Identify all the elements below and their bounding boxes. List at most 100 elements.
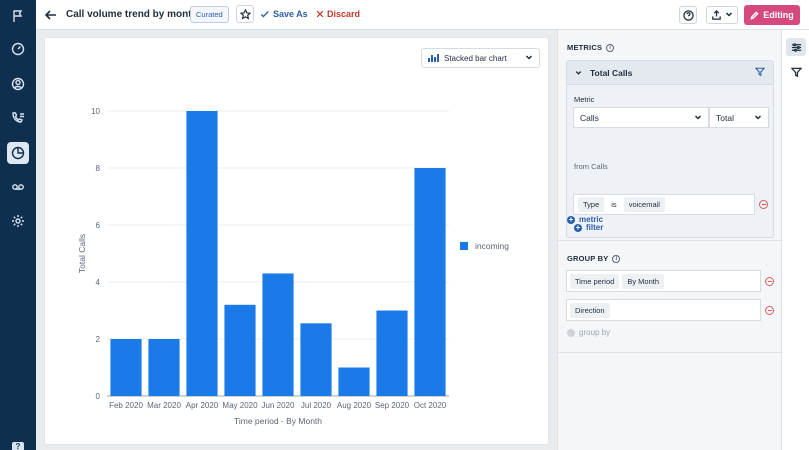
- metric-label: Metric: [574, 95, 595, 104]
- export-menu-button[interactable]: [706, 6, 738, 24]
- bar: [376, 310, 408, 396]
- add-filter-label: filter: [586, 223, 604, 232]
- curated-badge: Curated: [190, 6, 229, 23]
- report-title: Call volume trend by month: [66, 9, 198, 20]
- bar: [414, 168, 446, 396]
- favorite-star-button[interactable]: [236, 5, 254, 23]
- info-icon: i: [606, 43, 615, 52]
- chart-panel: Stacked bar chart 0 2 4 6 8 10 Feb 2020 Mar 202…: [44, 37, 549, 445]
- back-arrow-icon[interactable]: [44, 8, 58, 22]
- bar: [110, 339, 142, 396]
- y-tick-label: 8: [96, 164, 101, 173]
- y-tick-label: 2: [96, 335, 101, 344]
- save-as-button[interactable]: Save As: [260, 9, 308, 19]
- filter-operator: is: [611, 200, 617, 209]
- add-metric-label: metric: [579, 215, 604, 224]
- remove-filter-icon[interactable]: [759, 200, 768, 209]
- gauge-icon[interactable]: [7, 38, 29, 60]
- group-by-row[interactable]: Direction: [566, 299, 761, 321]
- phone-list-icon[interactable]: [7, 107, 29, 129]
- metrics-title: METRICS: [567, 43, 603, 52]
- plus-icon: +: [567, 214, 575, 224]
- save-as-label: Save As: [273, 9, 308, 19]
- question-circle-icon: [682, 9, 694, 21]
- x-tick-label: Jun 2020: [262, 401, 295, 410]
- info-icon: i: [612, 254, 621, 263]
- x-tick-label: Sep 2020: [375, 401, 410, 410]
- help-button[interactable]: [679, 6, 697, 24]
- remove-group-by-icon[interactable]: [765, 277, 774, 286]
- help-icon[interactable]: ?: [12, 442, 24, 450]
- top-bar: Call volume trend by month Curated Save …: [36, 0, 809, 30]
- bar-chart-icon: [428, 54, 439, 62]
- filter-value-chip[interactable]: voicemail: [623, 197, 665, 212]
- filter-icon[interactable]: [786, 63, 806, 81]
- x-tick-label: Oct 2020: [414, 401, 447, 410]
- chevron-down-icon: [754, 113, 762, 123]
- group-by-row[interactable]: Time period By Month: [566, 270, 761, 292]
- group-by-chip[interactable]: Direction: [570, 302, 610, 318]
- y-tick-label: 4: [96, 278, 101, 287]
- x-tick-label: Mar 2020: [147, 401, 181, 410]
- group-by-title: GROUP BY: [567, 254, 609, 263]
- metric-select[interactable]: Calls: [573, 107, 709, 128]
- chevron-down-icon: [725, 10, 733, 20]
- bar: [148, 339, 180, 396]
- legend-label: incoming: [475, 241, 509, 251]
- group-by-chip[interactable]: Time period: [570, 273, 620, 289]
- filter-field-chip[interactable]: Type: [578, 197, 605, 212]
- aggregation-select[interactable]: Total: [709, 107, 769, 128]
- user-circle-icon[interactable]: [7, 73, 29, 95]
- share-icon: [712, 9, 721, 20]
- metric-select-value: Calls: [580, 112, 599, 123]
- y-tick-label: 10: [91, 107, 100, 116]
- chevron-down-icon[interactable]: [575, 68, 582, 78]
- y-tick-label: 0: [96, 392, 101, 401]
- metric-card-header[interactable]: Total Calls: [567, 61, 773, 85]
- pencil-icon: [750, 10, 759, 20]
- metric-filter-icon[interactable]: [754, 67, 766, 79]
- sliders-icon[interactable]: [786, 38, 806, 56]
- section-divider: [558, 352, 782, 353]
- x-tick-label: Aug 2020: [337, 401, 372, 410]
- from-source-text: from Calls: [574, 162, 608, 171]
- bar: [186, 111, 218, 396]
- star-icon: [239, 8, 251, 20]
- check-icon: [260, 11, 269, 18]
- close-icon: [316, 10, 324, 18]
- flag-icon[interactable]: [7, 5, 29, 27]
- pie-chart-icon[interactable]: [7, 142, 29, 164]
- editing-label: Editing: [763, 10, 794, 20]
- bar: [338, 367, 370, 396]
- metrics-section-header: METRICS i: [567, 43, 615, 52]
- right-tool-strip: [781, 30, 809, 450]
- y-tick-label: 6: [96, 221, 101, 230]
- metric-name: Total Calls: [590, 67, 633, 78]
- bar-chart: 0 2 4 6 8 10 Feb 2020 Mar 2020 Apr 2020 May 2020 J…: [77, 107, 509, 426]
- add-group-by-label: group by: [579, 328, 611, 337]
- add-metric-button[interactable]: + metric: [567, 215, 603, 224]
- left-nav-rail: ?: [0, 0, 36, 450]
- section-divider: [558, 240, 782, 241]
- config-panel: METRICS i Total Calls Metric Calls Total…: [557, 30, 782, 450]
- chart-type-select[interactable]: Stacked bar chart: [421, 48, 540, 68]
- x-axis-label: Time period - By Month: [234, 416, 322, 426]
- plus-icon: +: [574, 222, 582, 232]
- chart-type-label: Stacked bar chart: [444, 53, 507, 63]
- group-by-section-header: GROUP BY i: [567, 254, 621, 263]
- voicemail-icon[interactable]: [7, 176, 29, 198]
- x-tick-label: May 2020: [222, 401, 258, 410]
- chevron-down-icon: [694, 113, 702, 123]
- x-tick-label: Jul 2020: [301, 401, 332, 410]
- group-by-chip[interactable]: By Month: [622, 273, 665, 289]
- add-filter-button[interactable]: + filter: [574, 223, 603, 232]
- settings-icon[interactable]: [7, 210, 29, 232]
- discard-button[interactable]: Discard: [316, 9, 360, 19]
- bar: [262, 273, 294, 396]
- editing-button[interactable]: Editing: [744, 5, 800, 25]
- x-tick-label: Apr 2020: [186, 401, 219, 410]
- aggregation-select-value: Total: [716, 112, 734, 123]
- filter-row[interactable]: Type is voicemail: [573, 194, 755, 215]
- add-group-by-button[interactable]: group by: [567, 328, 610, 337]
- remove-group-by-icon[interactable]: [765, 306, 774, 315]
